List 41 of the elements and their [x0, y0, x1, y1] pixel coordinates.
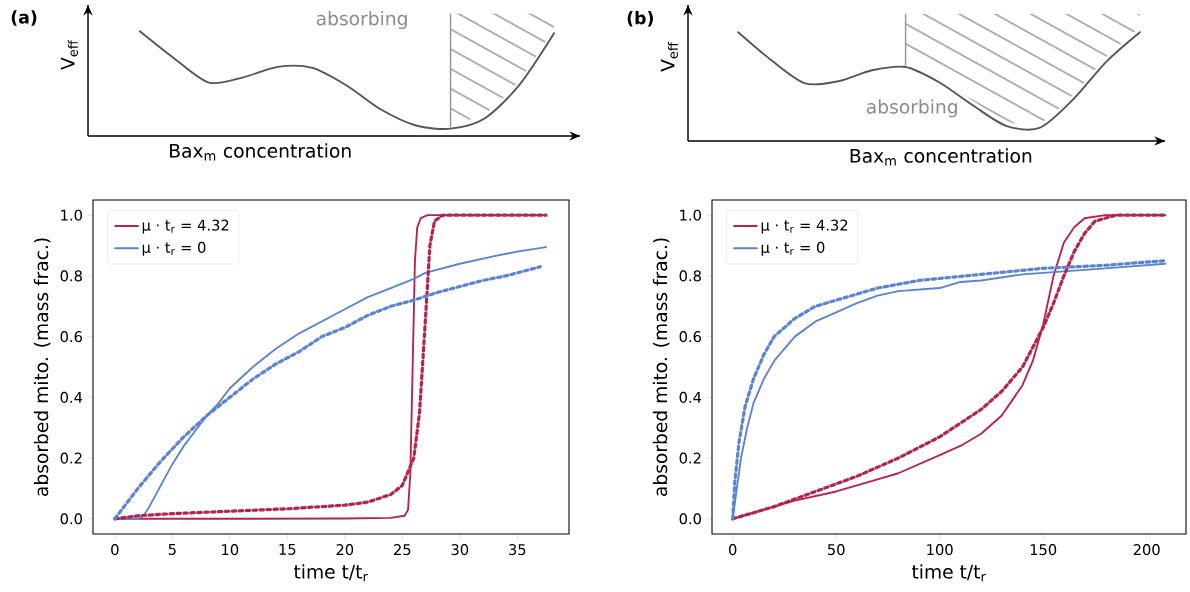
y-tick-label: 0.8 [679, 270, 701, 282]
x-axis-title: time t/t$_{r}$ [911, 564, 986, 582]
y-tick-label: 0.6 [60, 331, 83, 343]
y-tick-label: 0.4 [60, 391, 83, 403]
y-tick-label: 0.0 [679, 513, 701, 525]
chart-title: (b) [627, 11, 653, 27]
annotation: absorbing [866, 99, 957, 118]
x-tick-label: 200 [1133, 544, 1160, 556]
legend-label: μ · t$_{r}$ = 0 [142, 241, 206, 256]
y-tick-label: 1.0 [680, 209, 701, 221]
y-tick-label: 0.8 [60, 270, 82, 282]
legend-label: μ · t$_{r}$ = 0 [761, 241, 825, 256]
y-tick-label: 0.2 [60, 452, 82, 464]
x-tick-label: 0 [111, 544, 119, 556]
x-axis-title: Bax$_{m}$ concentration [850, 148, 1032, 166]
x-tick-label: 100 [927, 544, 953, 556]
x-tick-label: 10 [222, 544, 239, 556]
y-tick-label: 0.0 [60, 513, 82, 525]
y-axis-title: V$_{eff}$ [60, 39, 78, 70]
x-tick-label: 15 [279, 544, 296, 555]
x-tick-label: 35 [509, 544, 526, 556]
text: absorbing [316, 11, 407, 30]
y-axis-title: absorbed mito. (mass frac.) [652, 238, 670, 497]
x-tick-label: 50 [827, 544, 845, 556]
chart-title: (a) [11, 10, 37, 26]
x-axis-title: Bax$_{m}$ concentration [170, 143, 351, 161]
y-axis-title: absorbed mito. (mass frac.) [33, 238, 51, 497]
x-tick-label: 30 [451, 544, 469, 556]
x-axis-title: time t/t$_{r}$ [293, 564, 368, 582]
legend-label: μ · t$_{r}$ = 4.32 [142, 219, 229, 234]
x-tick-label: 5 [168, 544, 176, 555]
y-tick-label: 0.4 [679, 391, 702, 403]
x-tick-label: 150 [1030, 544, 1057, 556]
x-tick-label: 0 [729, 544, 737, 556]
y-tick-label: 1.0 [61, 209, 82, 221]
x-tick-label: 20 [336, 544, 354, 556]
x-tick-label: 25 [394, 544, 411, 556]
y-tick-label: 0.2 [679, 452, 701, 464]
y-tick-label: 0.6 [679, 331, 702, 343]
legend-label: μ · t$_{r}$ = 4.32 [761, 219, 848, 234]
y-axis-title: V$_{eff}$ [660, 41, 678, 72]
